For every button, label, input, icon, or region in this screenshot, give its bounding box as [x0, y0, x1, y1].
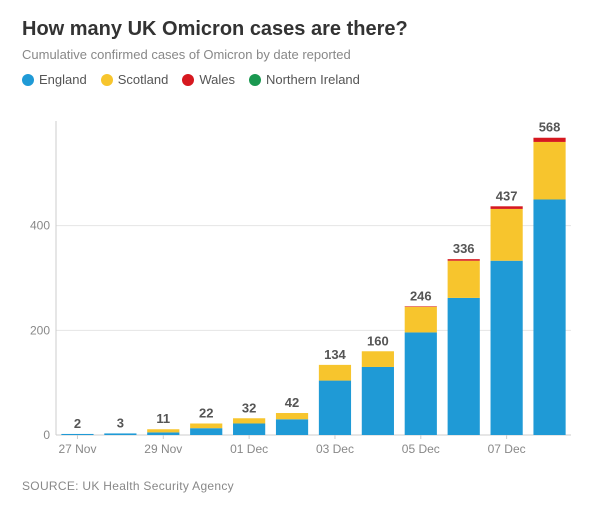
bar-segment [319, 381, 351, 435]
bar-segment [533, 142, 565, 200]
bar-segment [276, 419, 308, 435]
legend-label: Northern Ireland [266, 72, 360, 87]
legend-item: Wales [182, 72, 235, 87]
y-axis-label: 0 [43, 428, 50, 442]
bar-segment [147, 432, 179, 435]
bar-segment [533, 200, 565, 436]
bar-segment [233, 423, 265, 435]
bar-total-label: 42 [285, 395, 299, 410]
bar-segment [448, 259, 480, 261]
legend-item: Scotland [101, 72, 169, 87]
bar-segment [319, 365, 351, 381]
legend-swatch-icon [22, 74, 34, 86]
x-axis-label: 07 Dec [488, 442, 526, 456]
bar-total-label: 11 [156, 411, 170, 426]
legend-item: England [22, 72, 87, 87]
y-axis-label: 400 [30, 219, 50, 233]
bar-segment [491, 209, 523, 261]
bar-segment [276, 413, 308, 419]
legend-swatch-icon [101, 74, 113, 86]
x-axis-label: 01 Dec [230, 442, 268, 456]
bar-segment [233, 418, 265, 423]
bar-total-label: 3 [117, 415, 124, 430]
legend-label: Wales [199, 72, 235, 87]
y-axis-label: 200 [30, 323, 50, 337]
bar-segment [448, 261, 480, 298]
bar-total-label: 160 [367, 333, 389, 348]
bar-total-label: 2 [74, 416, 81, 431]
bar-segment [61, 434, 93, 435]
bar-segment [190, 423, 222, 428]
bar-total-label: 134 [324, 347, 346, 362]
chart-svg: 0 200 400 2 3 11 22 32 42 134 160 246 336 437 568 27 No… [22, 103, 577, 463]
bar-segment [362, 367, 394, 435]
bar-segment [491, 261, 523, 435]
bar-segment [448, 298, 480, 435]
bar-segment [190, 428, 222, 435]
bar-total-label: 22 [199, 405, 213, 420]
bar-chart: 0 200 400 2 3 11 22 32 42 134 160 246 336 437 568 27 No… [22, 103, 577, 463]
bar-segment [405, 307, 437, 333]
legend-label: Scotland [118, 72, 169, 87]
x-axis-label: 05 Dec [402, 442, 440, 456]
bar-total-label: 32 [242, 400, 256, 415]
x-axis-label: 27 Nov [58, 442, 96, 456]
legend-swatch-icon [182, 74, 194, 86]
source-text: SOURCE: UK Health Security Agency [22, 479, 577, 493]
bar-segment [491, 206, 523, 209]
bar-total-label: 568 [539, 120, 561, 135]
x-axis-label: 03 Dec [316, 442, 354, 456]
bar-total-label: 336 [453, 241, 475, 256]
bar-segment [405, 332, 437, 435]
bar-total-label: 437 [496, 188, 518, 203]
bar-total-label: 246 [410, 288, 432, 303]
x-axis-label: 29 Nov [144, 442, 182, 456]
legend-item: Northern Ireland [249, 72, 360, 87]
legend: England Scotland Wales Northern Ireland [22, 72, 577, 87]
chart-title: How many UK Omicron cases are there? [22, 18, 577, 41]
bar-segment [147, 429, 179, 432]
chart-subtitle: Cumulative confirmed cases of Omicron by… [22, 47, 577, 62]
bar-segment [104, 433, 136, 435]
bar-segment [362, 351, 394, 367]
bar-segment [533, 138, 565, 142]
legend-swatch-icon [249, 74, 261, 86]
bar-segment [405, 306, 437, 307]
legend-label: England [39, 72, 87, 87]
